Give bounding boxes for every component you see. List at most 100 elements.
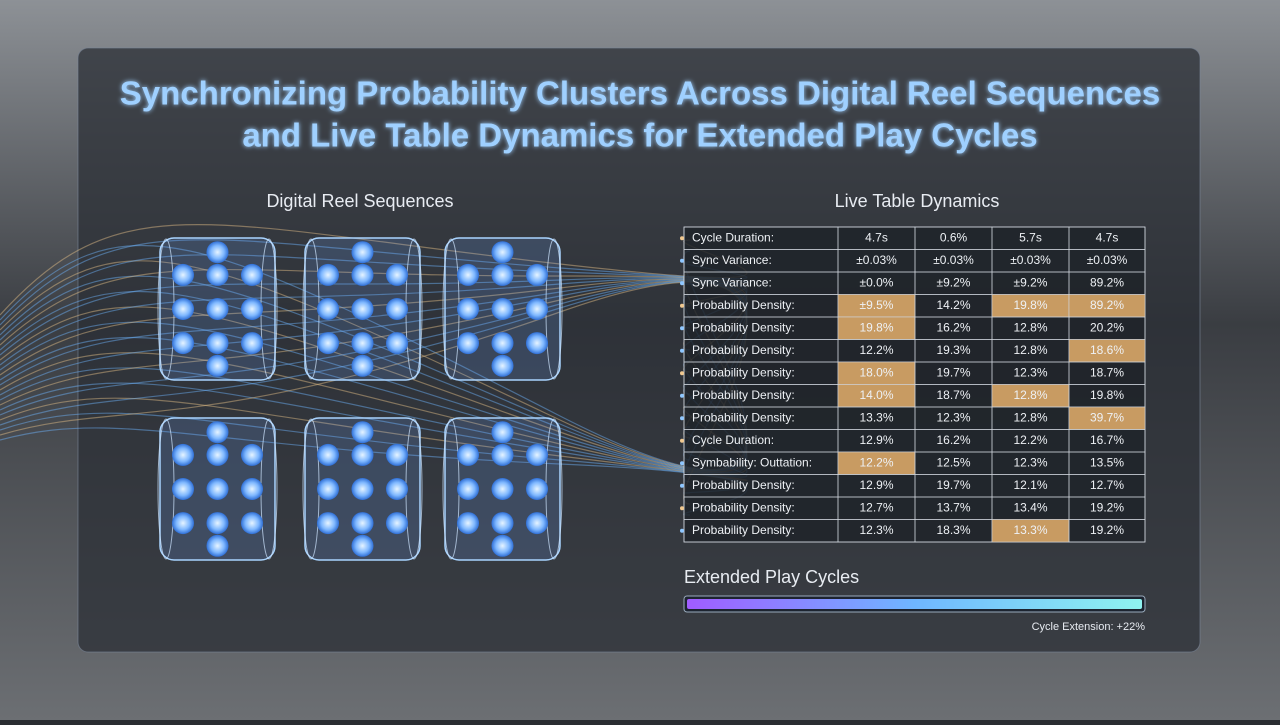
table-row-label: Probability Density: (692, 523, 795, 537)
table-value: 39.7% (1090, 410, 1124, 424)
reel-orb (317, 443, 339, 466)
reel-orb (206, 354, 229, 377)
reel-orb (491, 443, 514, 466)
reel-orb (491, 478, 514, 500)
table-value: 12.3% (936, 410, 970, 424)
table-value: 19.7% (936, 365, 970, 379)
table-value: 19.8% (1013, 298, 1047, 312)
reel-orb (526, 332, 548, 355)
table-value: 16.7% (1090, 433, 1124, 447)
table-value: 16.2% (936, 433, 970, 447)
reel-orb (351, 478, 374, 500)
reel-orb (351, 443, 374, 466)
reel-orb (206, 421, 229, 444)
table-value: 5.7s (1019, 230, 1042, 244)
table-row-label: Probability Density: (692, 388, 795, 402)
reel-orb (351, 241, 374, 264)
reel-orb (457, 443, 479, 466)
table-value: ±9.5% (860, 298, 894, 312)
table-value: 89.2% (1090, 275, 1124, 289)
table-value: 12.8% (1013, 388, 1047, 402)
progress-label: Extended Play Cycles (684, 567, 859, 587)
table-value: 19.2% (1090, 500, 1124, 514)
reel-orb (206, 512, 229, 535)
reel-orb (526, 263, 548, 286)
reel-orb (526, 298, 548, 320)
table-value: 12.7% (859, 500, 893, 514)
title-line: Synchronizing Probability Clusters Acros… (120, 75, 1160, 112)
row-node (680, 303, 684, 308)
reel-orb (351, 263, 374, 286)
row-node (680, 461, 684, 466)
row-node (680, 348, 684, 353)
table-value: 4.7s (1096, 230, 1119, 244)
table-row-label: Probability Density: (692, 343, 795, 357)
row-node (680, 326, 684, 331)
reel-orb (172, 332, 194, 355)
reel-orb (206, 332, 229, 355)
table-value: 19.8% (859, 320, 893, 334)
reels (157, 237, 563, 561)
reel-orb (457, 332, 479, 355)
reel-orb (457, 263, 479, 286)
table-value: 12.2% (1013, 433, 1047, 447)
reel-orb (351, 421, 374, 444)
table-value: 12.3% (1013, 455, 1047, 469)
table-value: 0.6% (940, 230, 968, 244)
reel-orb (172, 512, 194, 535)
reel-orb (206, 241, 229, 264)
table-value: 12.2% (859, 455, 893, 469)
reel-orb (351, 332, 374, 355)
reel-orb (457, 298, 479, 320)
table-value: 12.9% (859, 478, 893, 492)
table-value: 18.6% (1090, 343, 1124, 357)
table-value: 89.2% (1090, 298, 1124, 312)
table-value: ±0.0% (860, 275, 894, 289)
table-row-label: Sync Variance: (692, 253, 772, 267)
reel-orb (491, 421, 514, 444)
reel-orb (351, 534, 374, 557)
table-row-label: Cycle Duration: (692, 230, 774, 244)
table-value: 12.5% (936, 455, 970, 469)
table-value: 13.3% (1013, 523, 1047, 537)
reel-orb (386, 478, 408, 500)
reel-orb (206, 443, 229, 466)
reel-orb (172, 298, 194, 320)
table-value: 12.8% (1013, 320, 1047, 334)
row-node (680, 438, 684, 443)
reel-orb (172, 263, 194, 286)
row-node (680, 393, 684, 398)
table-value: 12.7% (1090, 478, 1124, 492)
reel-orb (526, 443, 548, 466)
table-value: 12.3% (859, 523, 893, 537)
table-value: ±9.2% (937, 275, 971, 289)
reel-orb (317, 263, 339, 286)
table-value: 13.4% (1013, 500, 1047, 514)
table-value: 18.0% (859, 365, 893, 379)
reel-orb (206, 534, 229, 557)
table-value: 12.8% (1013, 410, 1047, 424)
row-node (680, 528, 684, 533)
table-value: 18.7% (1090, 365, 1124, 379)
section-label: Digital Reel Sequences (266, 191, 453, 211)
reel-orb (491, 354, 514, 377)
table-value: ±0.03% (1087, 253, 1128, 267)
row-node (680, 258, 684, 263)
table-row-label: Symbability: Outtation: (692, 455, 812, 469)
table-value: 14.2% (936, 298, 970, 312)
reel-orb (386, 298, 408, 320)
row-node (680, 506, 684, 511)
reel-orb (386, 443, 408, 466)
table-value: 18.7% (936, 388, 970, 402)
table-value: 13.3% (859, 410, 893, 424)
reel-orb (351, 354, 374, 377)
progress-caption: Cycle Extension: +22% (1032, 621, 1146, 633)
row-node (680, 371, 684, 376)
reel-orb (317, 512, 339, 535)
table-row-label: Probability Density: (692, 365, 795, 379)
table-value: 19.8% (1090, 388, 1124, 402)
row-node (680, 236, 684, 241)
reel-orb (206, 298, 229, 320)
reel-orb (491, 332, 514, 355)
table-value: ±0.03% (856, 253, 897, 267)
